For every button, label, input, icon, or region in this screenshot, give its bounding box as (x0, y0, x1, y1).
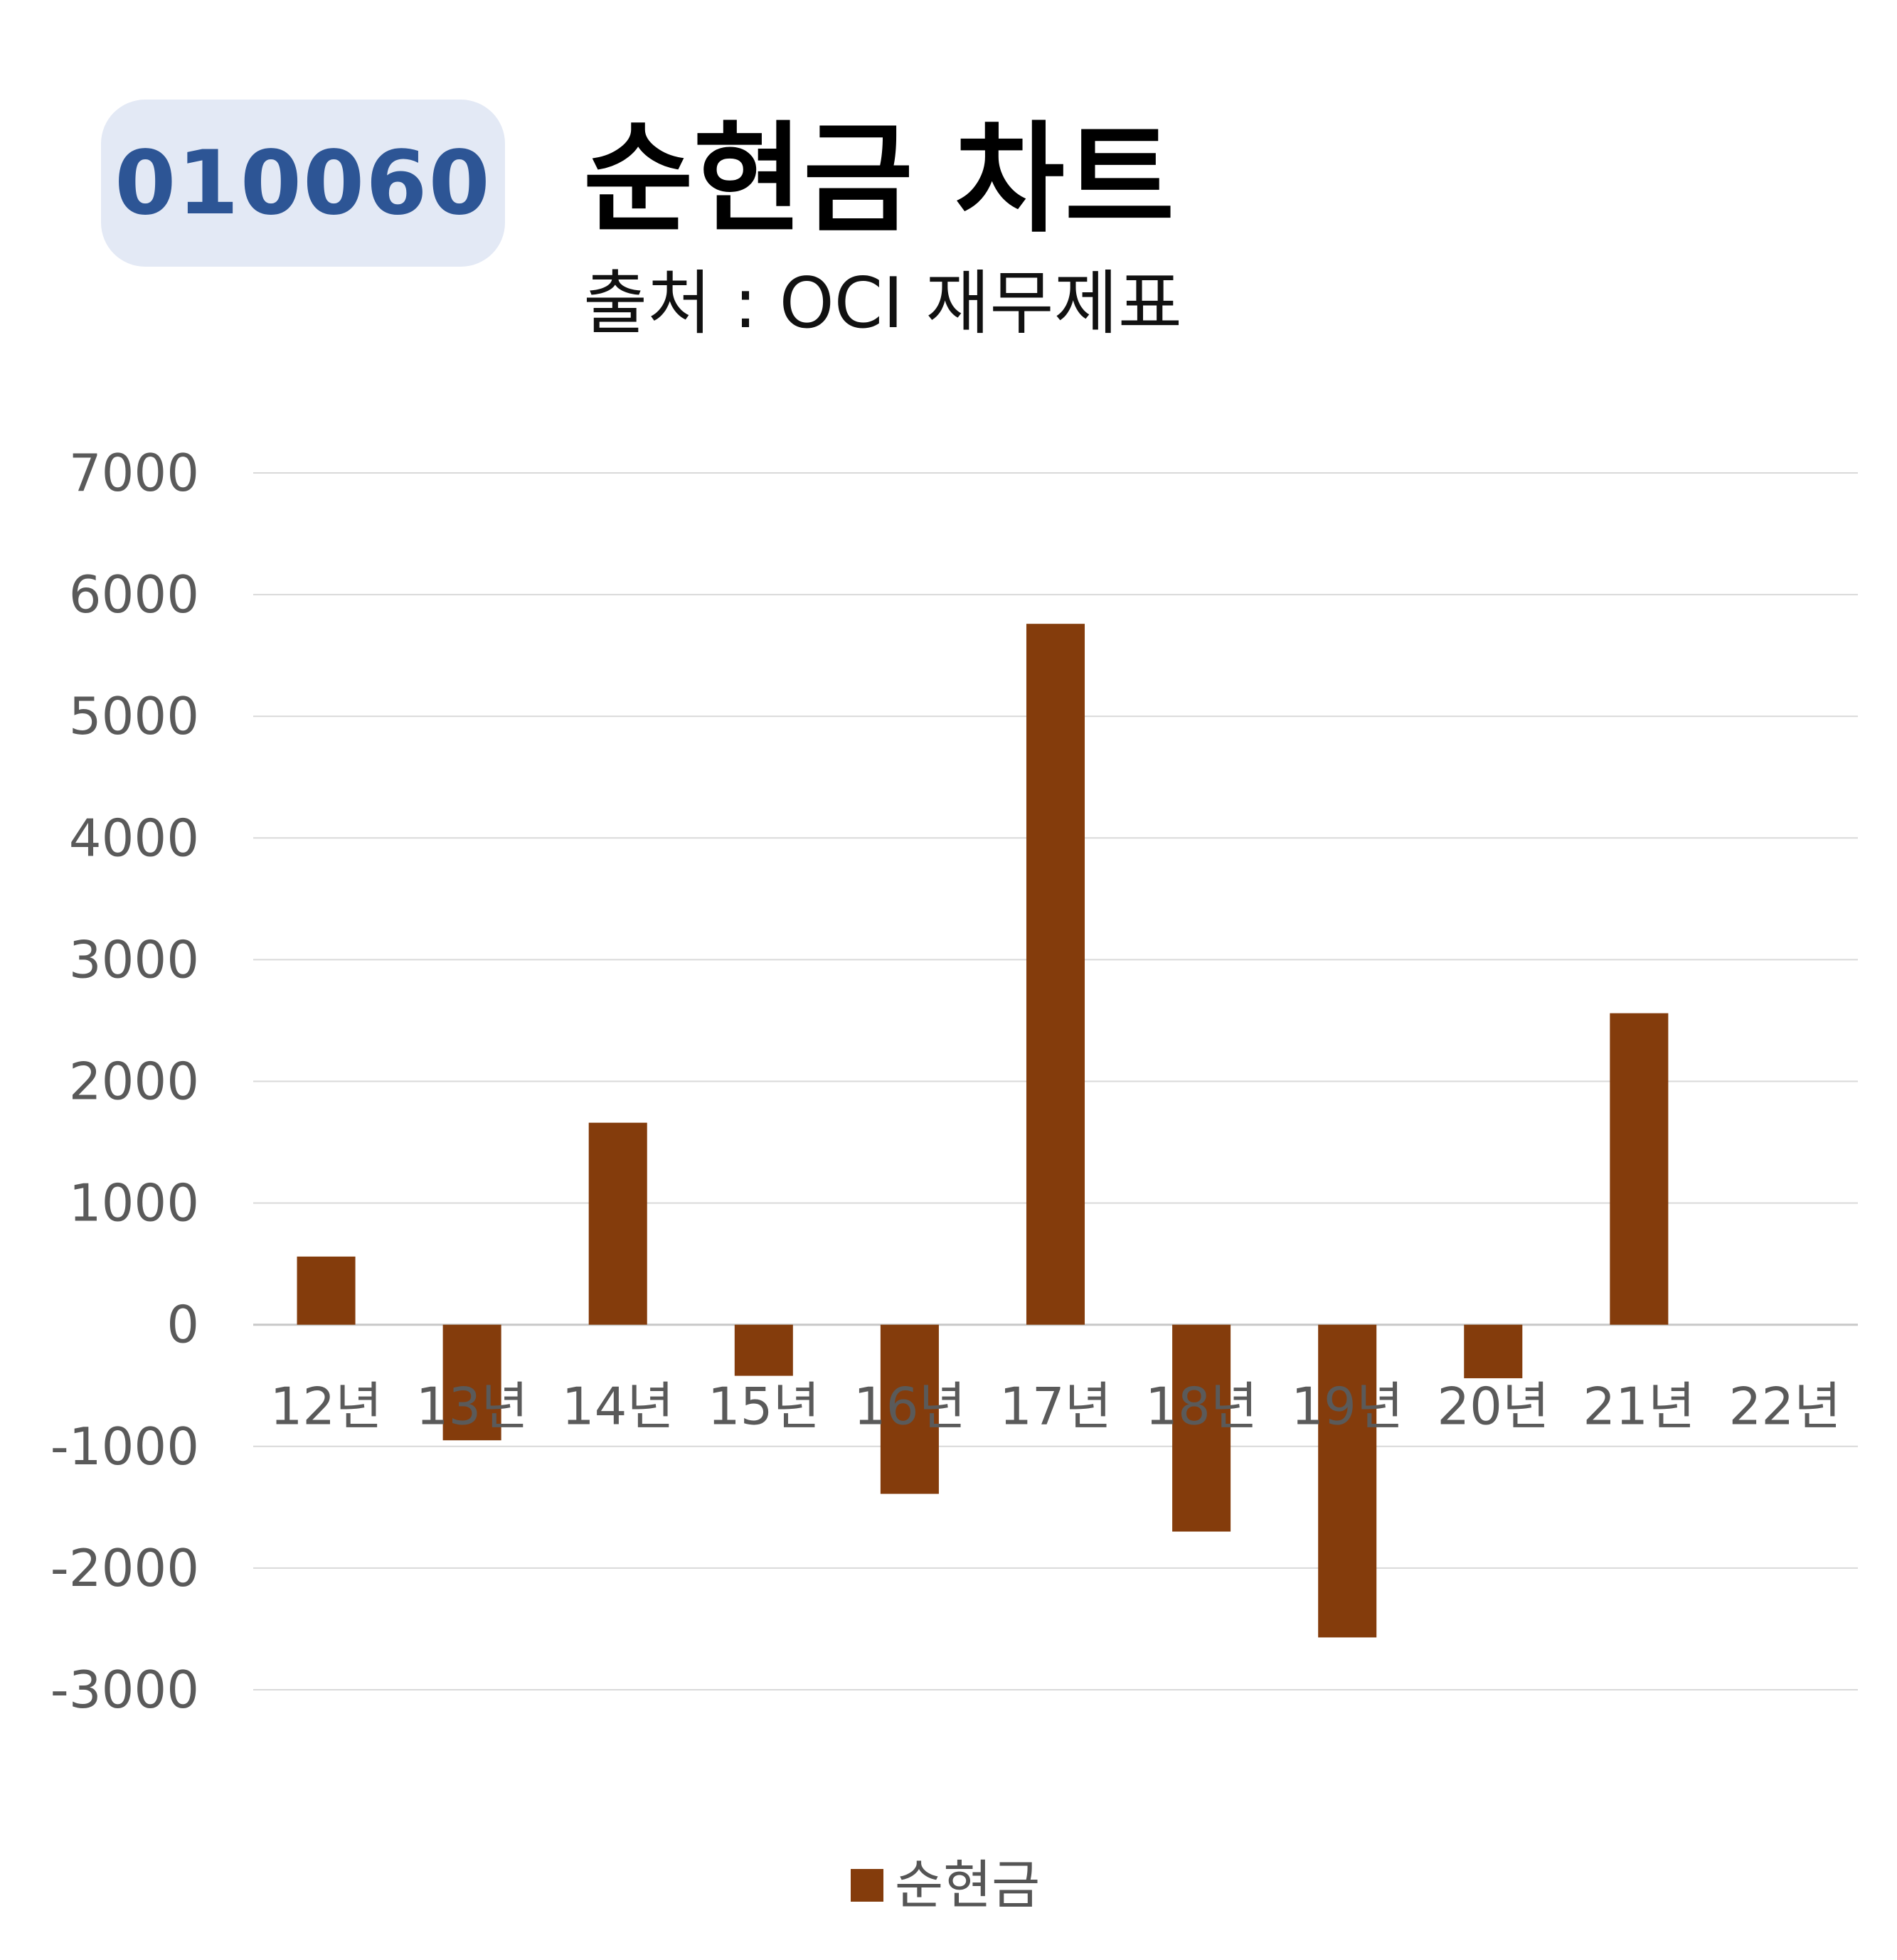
bar-17년 (1026, 624, 1085, 1325)
x-tick-label: 13년 (416, 1377, 528, 1437)
x-tick-label: 12년 (270, 1377, 383, 1437)
y-tick-label: 1000 (69, 1173, 199, 1233)
bars (297, 624, 1669, 1638)
x-tick-label: 22년 (1729, 1377, 1842, 1437)
y-tick-label: 5000 (69, 686, 199, 746)
y-axis-tick-labels: 7000 6000 5000 4000 3000 2000 1000 0 -1000 -2000 -… (51, 443, 199, 1720)
bar-12년 (297, 1256, 356, 1325)
y-tick-label: -2000 (51, 1538, 199, 1598)
x-tick-label: 17년 (999, 1377, 1112, 1437)
y-tick-label: 2000 (69, 1052, 199, 1112)
x-tick-label: 14년 (562, 1377, 674, 1437)
stock-code-badge: 010060 (101, 100, 505, 267)
x-tick-label: 18년 (1145, 1377, 1258, 1437)
legend-swatch (851, 1869, 883, 1902)
bar-13년 (442, 1324, 501, 1441)
y-tick-label: -3000 (51, 1660, 199, 1720)
y-tick-label: 0 (166, 1295, 199, 1355)
x-tick-label: 19년 (1291, 1377, 1403, 1437)
legend-label: 순현금 (895, 1855, 1040, 1916)
x-tick-label: 21년 (1583, 1377, 1695, 1437)
y-tick-label: -1000 (51, 1417, 199, 1476)
chart-subtitle: 출처 : OCI 재무제표 (583, 263, 1182, 344)
x-tick-label: 16년 (854, 1377, 966, 1437)
bar-21년 (1610, 1013, 1669, 1325)
y-tick-label: 4000 (69, 808, 199, 868)
bar-20년 (1464, 1324, 1523, 1378)
y-tick-label: 3000 (69, 930, 199, 989)
x-tick-label: 20년 (1437, 1377, 1549, 1437)
bar-16년 (880, 1324, 939, 1494)
bar-14년 (588, 1122, 647, 1325)
bar-15년 (734, 1324, 793, 1376)
bar-18년 (1172, 1324, 1231, 1532)
legend: 순현금 (851, 1855, 1040, 1916)
x-tick-label: 15년 (708, 1377, 820, 1437)
y-tick-label: 6000 (69, 565, 199, 624)
bar-19년 (1318, 1324, 1377, 1638)
y-tick-label: 7000 (69, 443, 199, 503)
x-axis-tick-labels: 12년 13년 14년 15년 16년 17년 18년 19년 20년 21년 22년 (270, 1377, 1842, 1437)
chart-title: 순현금 차트 (583, 110, 1175, 249)
